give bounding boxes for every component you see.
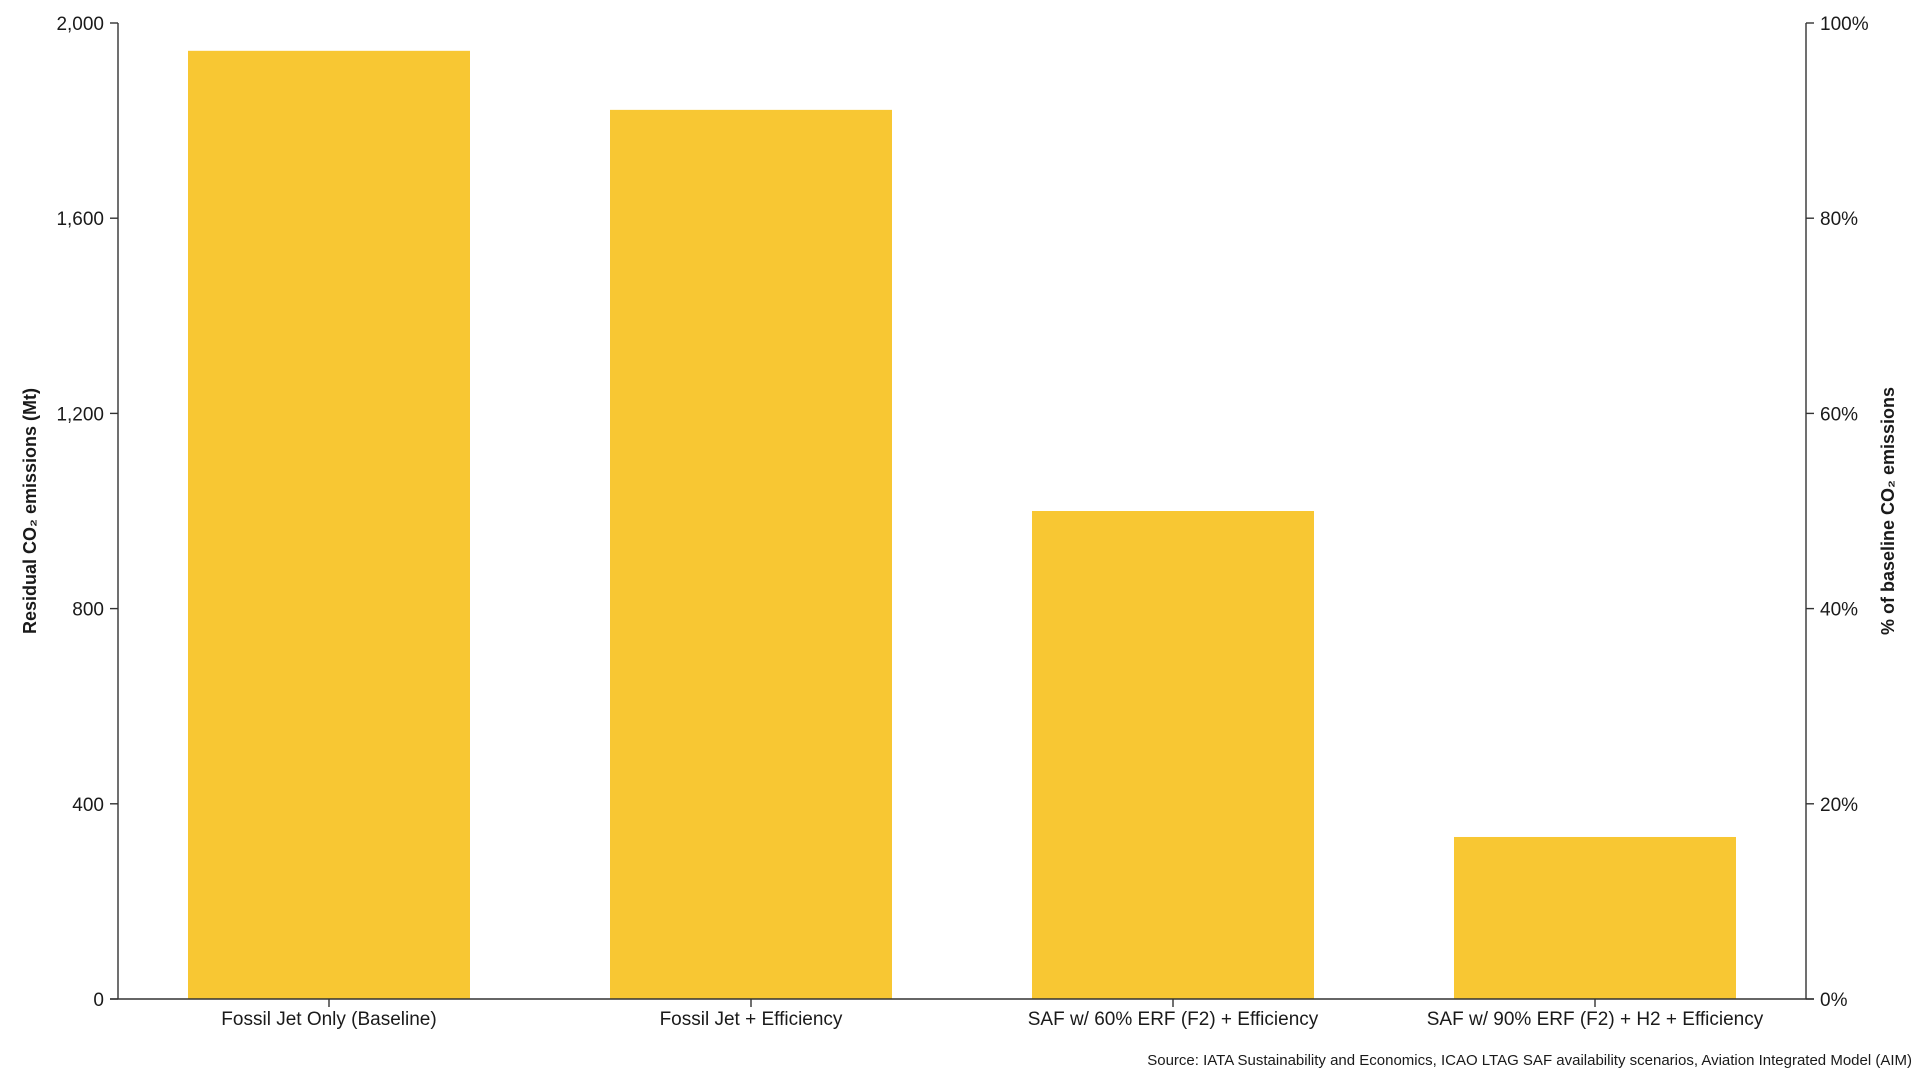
right-tick-label-1: 20% (1820, 795, 1858, 816)
right-y-ticks: 0% 20% 40% 60% 80% 100% (1806, 14, 1869, 1011)
bar-0 (188, 50, 470, 1000)
left-tick-label-3: 1,200 (56, 404, 104, 425)
bar-3 (1454, 836, 1736, 999)
x-tick-label-1: Fossil Jet + Efficiency (660, 1009, 843, 1030)
right-tick-label-0: 0% (1820, 990, 1848, 1011)
bar-1 (610, 109, 892, 999)
left-y-ticks: 0 400 800 1,200 1,600 2,000 (56, 14, 118, 1011)
bars-group (188, 50, 1736, 1000)
x-tick-label-3: SAF w/ 90% ERF (F2) + H2 + Efficiency (1427, 1009, 1764, 1030)
right-tick-label-2: 40% (1820, 600, 1858, 621)
left-tick-label-2: 800 (72, 600, 104, 621)
left-tick-label-0: 0 (93, 990, 104, 1011)
left-tick-label-5: 2,000 (56, 14, 104, 35)
right-tick-label-3: 60% (1820, 404, 1858, 425)
right-tick-label-5: 100% (1820, 14, 1869, 35)
left-tick-label-4: 1,600 (56, 209, 104, 230)
x-tick-label-0: Fossil Jet Only (Baseline) (221, 1009, 436, 1030)
bar-2 (1032, 511, 1314, 999)
right-tick-label-4: 80% (1820, 209, 1858, 230)
right-y-axis-title: % of baseline CO₂ emissions (1878, 387, 1898, 635)
source-note: Source: IATA Sustainability and Economic… (1147, 1052, 1912, 1069)
left-tick-label-1: 400 (72, 795, 104, 816)
x-tick-label-2: SAF w/ 60% ERF (F2) + Efficiency (1028, 1009, 1319, 1030)
x-ticks: Fossil Jet Only (Baseline) Fossil Jet + E… (221, 999, 1764, 1030)
left-y-axis-title: Residual CO₂ emissions (Mt) (20, 388, 40, 634)
